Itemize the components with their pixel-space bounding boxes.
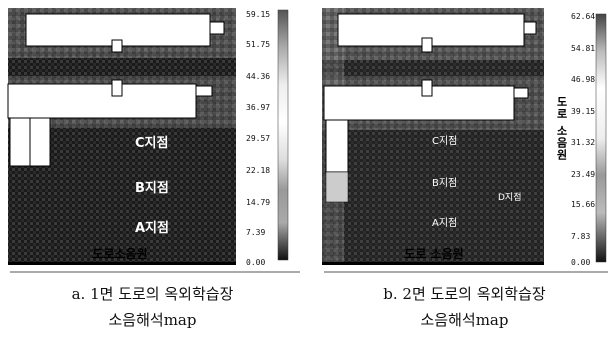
building-middle [323, 85, 515, 121]
road-noise-source-label: 도로소음원 [92, 247, 148, 261]
scale-label: 0.00 [246, 258, 266, 267]
color-scale-bar [277, 9, 289, 261]
scale-label: 0.00 [571, 258, 591, 267]
point-label-d: D지점 [498, 193, 522, 203]
road-noise-source-side-label: 도로 소음원 [555, 96, 568, 161]
point-label-b: B지점 [135, 181, 169, 196]
noise-map-panel-a: 59.15 51.75 44.36 36.97 29.57 22.18 14.7… [0, 0, 305, 344]
scale-label: 54.81 [571, 44, 596, 53]
figure-caption-line-2: 소음해석map [420, 311, 509, 329]
road-noise-source-label: 도로 소음원 [404, 247, 464, 261]
scale-label: 44.36 [246, 72, 271, 81]
scale-label: 23.49 [571, 170, 596, 179]
point-label-a: A지점 [135, 221, 169, 236]
scale-label: 51.75 [246, 40, 271, 49]
scale-label: 29.57 [246, 134, 271, 143]
building-lower-left [325, 119, 349, 173]
scale-label: 62.64 [571, 12, 596, 21]
point-label-c: C지점 [135, 136, 169, 151]
scale-label: 14.79 [246, 198, 271, 207]
scale-label: 36.97 [246, 103, 271, 112]
noise-map-b-figure [322, 8, 608, 273]
noise-map-a-figure [7, 8, 300, 273]
scale-label: 7.83 [571, 232, 591, 241]
figure-caption-line-2: 소음해석map [108, 311, 197, 329]
scale-label: 46.98 [571, 75, 596, 84]
noise-map-panel-b: 62.64 54.81 46.98 39.15 31.32 23.49 15.6… [318, 0, 611, 344]
point-label-c: C지점 [432, 136, 458, 147]
figure-caption-line-1: a. 1면 도로의 옥외학습장 [71, 285, 234, 303]
scale-label: 22.18 [246, 166, 271, 175]
color-scale-bar [595, 13, 607, 263]
building-middle [7, 83, 197, 119]
scale-label: 39.15 [571, 107, 596, 116]
scale-label: 15.66 [571, 200, 596, 209]
scale-label: 59.15 [246, 10, 271, 19]
figure-caption-line-1: b. 2면 도로의 옥외학습장 [383, 285, 546, 303]
point-label-b: B지점 [432, 178, 458, 189]
scale-label: 31.32 [571, 138, 596, 147]
point-label-a: A지점 [432, 218, 458, 229]
scale-label: 7.39 [246, 228, 266, 237]
